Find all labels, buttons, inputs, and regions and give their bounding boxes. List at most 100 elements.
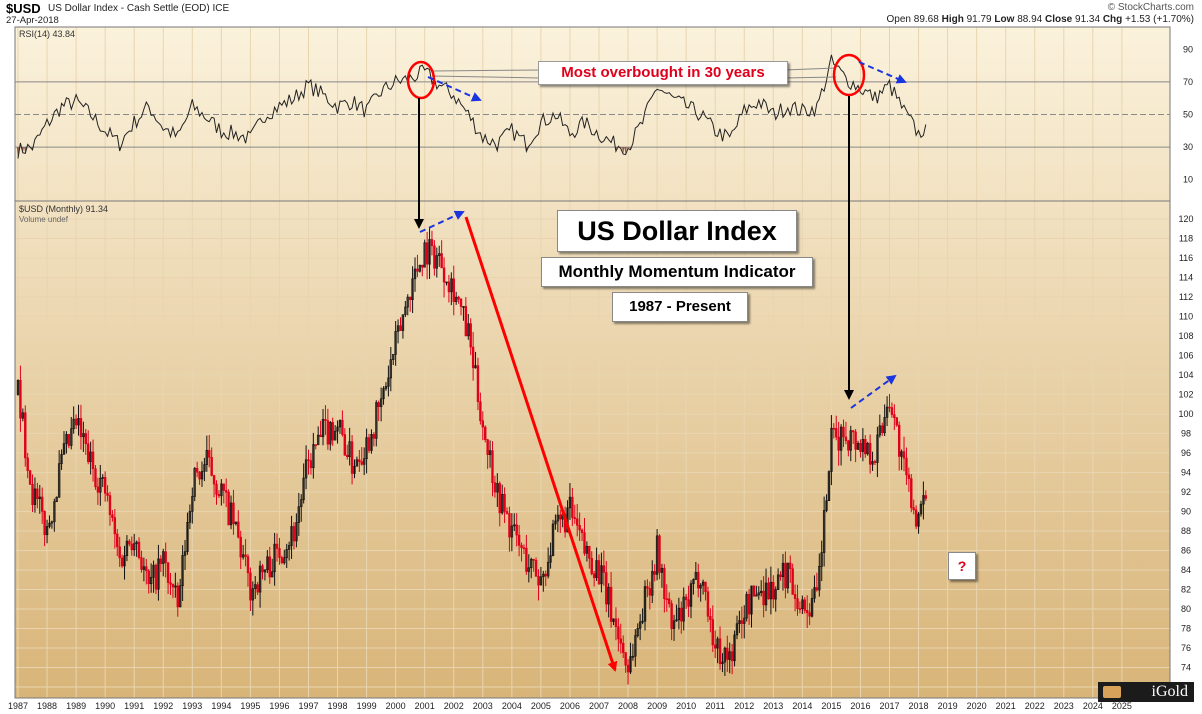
price-bar [137, 537, 141, 560]
bar-body [641, 620, 644, 623]
bar-body [626, 664, 630, 673]
price-bar [70, 417, 73, 450]
price-bar [55, 496, 58, 503]
bar-body [721, 661, 724, 665]
price-bar [467, 313, 470, 340]
price-bar [450, 272, 453, 306]
price-bar [331, 417, 334, 446]
rsi-divergence-arrow-2015 [858, 61, 907, 84]
bar-body [120, 557, 124, 567]
bar-body [130, 543, 133, 551]
bar-body [738, 620, 741, 624]
price-bar [103, 471, 107, 502]
bar-body [270, 571, 274, 578]
bar-body [636, 628, 639, 636]
price-bar [699, 583, 702, 602]
price-divergence-arrow-2015 [850, 374, 897, 409]
gold-bar-icon [1103, 686, 1121, 698]
year-tick-label: 2006 [560, 701, 580, 711]
price-bars [16, 226, 928, 685]
price-bar [493, 475, 497, 498]
price-bar [26, 452, 29, 479]
igold-logo: iGold [1098, 682, 1194, 702]
price-bar [624, 652, 627, 673]
price-bar [392, 354, 395, 366]
price-bar [200, 461, 204, 487]
price-bar [752, 585, 756, 597]
bar-body [735, 623, 739, 636]
bar-body [588, 545, 591, 559]
price-bar [810, 588, 814, 618]
price-bar [614, 607, 618, 641]
price-bar [21, 408, 25, 422]
bar-body [239, 536, 242, 558]
price-bar [660, 563, 664, 588]
open-label: Open [886, 14, 911, 25]
price-bar [370, 429, 373, 454]
price-bar [220, 479, 223, 506]
bar-body [244, 554, 247, 557]
price-bar [232, 489, 235, 535]
price-tick-label: 82 [1181, 585, 1191, 595]
bar-body [655, 535, 659, 575]
year-tick-label: 2015 [821, 701, 841, 711]
bar-body [84, 433, 87, 445]
price-bar [178, 578, 182, 608]
price-bar [498, 481, 501, 527]
price-bar [500, 484, 504, 515]
bar-body [212, 475, 216, 485]
price-bar [212, 475, 216, 498]
bar-body [820, 552, 823, 567]
annotations [406, 53, 907, 672]
price-bar [910, 473, 913, 513]
price-bar [755, 585, 758, 597]
price-bar [484, 425, 487, 443]
price-bar [745, 591, 748, 622]
year-tick-label: 1994 [211, 701, 231, 711]
bar-body [605, 572, 608, 605]
bar-body [326, 420, 330, 445]
year-tick-label: 1988 [37, 701, 57, 711]
price-bar [488, 440, 492, 468]
bar-body [573, 517, 576, 520]
price-bar [769, 566, 773, 615]
price-bar [638, 614, 642, 641]
price-bar [893, 404, 896, 431]
bar-body [520, 545, 523, 548]
bar-body [818, 565, 821, 591]
bar-body [43, 511, 46, 536]
bar-body [885, 406, 889, 418]
bar-body [302, 477, 305, 501]
bar-body [643, 586, 647, 622]
bar-body [597, 560, 601, 585]
bar-body [164, 551, 167, 563]
price-bar [820, 540, 823, 582]
bar-body [183, 551, 187, 556]
bar-body [496, 483, 499, 493]
bar-body [440, 253, 443, 269]
bar-body [585, 545, 589, 554]
callout-connector-left [431, 75, 541, 79]
bar-body [336, 426, 339, 432]
price-bar [91, 439, 95, 482]
price-bar [99, 464, 102, 506]
price-bar [79, 404, 83, 450]
bar-body [822, 510, 826, 553]
price-bar [890, 402, 894, 418]
plot-background [15, 27, 1170, 698]
bar-body [392, 354, 395, 360]
bar-body [304, 459, 308, 479]
chart-title-box: US Dollar Index [557, 210, 797, 252]
price-bar [718, 626, 722, 670]
bar-body [786, 562, 790, 589]
price-bar [307, 449, 310, 475]
price-bar [162, 548, 165, 577]
bar-body [910, 478, 913, 508]
year-tick-label: 2024 [1083, 701, 1103, 711]
price-bar [67, 433, 71, 449]
bar-body [312, 444, 315, 469]
bar-body [290, 526, 293, 546]
price-bar [387, 365, 390, 397]
price-bar [631, 643, 635, 661]
